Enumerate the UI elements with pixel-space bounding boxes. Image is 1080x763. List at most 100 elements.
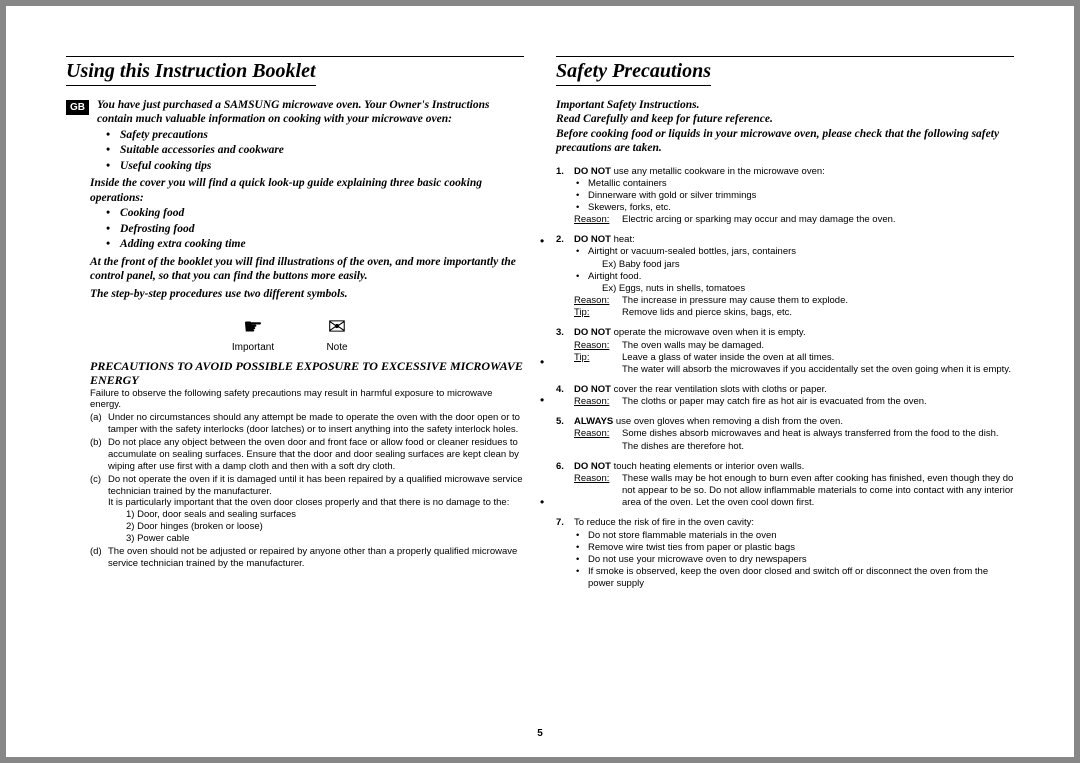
- item-text: The oven should not be adjusted or repai…: [108, 546, 524, 570]
- intro-bullets-2: Cooking food Defrosting food Adding extr…: [66, 206, 524, 253]
- sub-bullet: Dinnerware with gold or silver trimmings: [588, 190, 1014, 202]
- right-intro-1: Important Safety Instructions.: [556, 98, 1014, 112]
- item-head: touch heating elements or interior oven …: [611, 461, 804, 472]
- safety-item: 3. DO NOT operate the microwave oven whe…: [556, 327, 1014, 376]
- intro-para-3: At the front of the booklet you will fin…: [90, 255, 524, 284]
- intro-para-4: The step-by-step procedures use two diff…: [90, 287, 524, 301]
- item-text-extra: It is particularly important that the ov…: [108, 497, 509, 508]
- item-head: cover the rear ventilation slots with cl…: [611, 384, 827, 395]
- intro-para-2: Inside the cover you will find a quick l…: [90, 176, 524, 205]
- section-title-right: Safety Precautions: [556, 60, 711, 86]
- list-item: Useful cooking tips: [106, 159, 524, 175]
- section-bullet-icon: •: [540, 393, 544, 408]
- symbol-important: ☛ Important: [213, 316, 293, 353]
- keyword-donot: DO NOT: [574, 166, 611, 177]
- precautions-heading: PRECAUTIONS TO AVOID POSSIBLE EXPOSURE T…: [90, 359, 524, 388]
- item-text-main: Do not operate the oven if it is damaged…: [108, 474, 523, 497]
- reason-label: Reason:: [574, 473, 622, 509]
- keyword-donot: DO NOT: [574, 327, 611, 338]
- example-text: Ex) Baby food jars: [602, 259, 1014, 271]
- list-item: Cooking food: [106, 206, 524, 222]
- right-intro-3: Before cooking food or liquids in your m…: [556, 127, 1014, 156]
- sub-bullet: Remove wire twist ties from paper or pla…: [588, 542, 1014, 554]
- language-badge: GB: [66, 100, 89, 115]
- two-column-layout: Using this Instruction Booklet GB You ha…: [66, 56, 1014, 590]
- item-head: use oven gloves when removing a dish fro…: [613, 416, 843, 427]
- intro-bullets-1: Safety precautions Suitable accessories …: [66, 128, 524, 175]
- precautions-intro: Failure to observe the following safety …: [90, 388, 524, 412]
- reason-text: These walls may be hot enough to burn ev…: [622, 473, 1014, 509]
- sub-item: 2) Door hinges (broken or loose): [126, 521, 524, 533]
- safety-item: 5. ALWAYS use oven gloves when removing …: [556, 416, 1014, 452]
- tip-label: Tip:: [574, 352, 622, 376]
- list-item: (c) Do not operate the oven if it is dam…: [90, 474, 524, 545]
- list-item: Safety precautions: [106, 128, 524, 144]
- note-icon: ✉: [297, 316, 377, 338]
- reason-text: Some dishes absorb microwaves and heat i…: [622, 428, 1014, 452]
- safety-item: 1. DO NOT use any metallic cookware in t…: [556, 166, 1014, 227]
- safety-item: 4. DO NOT cover the rear ventilation slo…: [556, 384, 1014, 408]
- sub-bullet: Skewers, forks, etc.: [588, 202, 1014, 214]
- keyword-donot: DO NOT: [574, 234, 611, 245]
- list-item: Adding extra cooking time: [106, 237, 524, 253]
- rule-top: [66, 56, 524, 57]
- hand-point-icon: ☛: [213, 316, 293, 338]
- section-bullet-icon: •: [540, 495, 544, 510]
- sub-bullet: Do not use your microwave oven to dry ne…: [588, 554, 1014, 566]
- sub-item: 1) Door, door seals and sealing surfaces: [126, 509, 524, 521]
- list-item: Defrosting food: [106, 222, 524, 238]
- symbol-label: Note: [297, 342, 377, 353]
- sub-bullet: If smoke is observed, keep the oven door…: [588, 566, 1014, 590]
- keyword-donot: DO NOT: [574, 384, 611, 395]
- item-text: Do not operate the oven if it is damaged…: [108, 474, 524, 545]
- sub-bullet: Metallic containers: [588, 178, 1014, 190]
- symbol-label: Important: [213, 342, 293, 353]
- item-head: heat:: [611, 234, 635, 245]
- intro-text: You have just purchased a SAMSUNG microw…: [97, 98, 524, 127]
- safety-item: 7. To reduce the risk of fire in the ove…: [556, 517, 1014, 590]
- item-text: Do not place any object between the oven…: [108, 437, 524, 473]
- keyword-always: ALWAYS: [574, 416, 613, 427]
- sub-bullet: Airtight or vacuum-sealed bottles, jars,…: [588, 246, 1014, 270]
- section-bullet-icon: •: [540, 234, 544, 249]
- list-item: Suitable accessories and cookware: [106, 143, 524, 159]
- reason-label: Reason:: [574, 214, 622, 226]
- symbol-note: ✉ Note: [297, 316, 377, 353]
- precautions-list: (a)Under no circumstances should any att…: [90, 412, 524, 569]
- reason-text: The oven walls may be damaged.: [622, 340, 1014, 352]
- list-item: (a)Under no circumstances should any att…: [90, 412, 524, 436]
- symbol-legend: ☛ Important ✉ Note: [66, 316, 524, 353]
- tip-text: Remove lids and pierce skins, bags, etc.: [622, 307, 1014, 319]
- example-text: Ex) Eggs, nuts in shells, tomatoes: [602, 283, 1014, 295]
- safety-list: 1. DO NOT use any metallic cookware in t…: [556, 166, 1014, 591]
- reason-label: Reason:: [574, 428, 622, 452]
- item-head: To reduce the risk of fire in the oven c…: [574, 517, 754, 528]
- reason-text: The increase in pressure may cause them …: [622, 295, 1014, 307]
- keyword-donot: DO NOT: [574, 461, 611, 472]
- item-head: use any metallic cookware in the microwa…: [611, 166, 825, 177]
- section-bullet-icon: •: [540, 355, 544, 370]
- tip-text: Leave a glass of water inside the oven a…: [622, 352, 1014, 376]
- right-column: Safety Precautions Important Safety Inst…: [556, 56, 1014, 590]
- reason-label: Reason:: [574, 396, 622, 408]
- sub-bullet: Do not store flammable materials in the …: [588, 530, 1014, 542]
- manual-page: Using this Instruction Booklet GB You ha…: [6, 6, 1074, 757]
- intro-block: GB You have just purchased a SAMSUNG mic…: [66, 98, 524, 127]
- item-head: operate the microwave oven when it is em…: [611, 327, 806, 338]
- reason-label: Reason:: [574, 295, 622, 307]
- sub-bullet: Airtight food.Ex) Eggs, nuts in shells, …: [588, 271, 1014, 295]
- sub-item: 3) Power cable: [126, 533, 524, 545]
- reason-text: Electric arcing or sparking may occur an…: [622, 214, 1014, 226]
- safety-item: 6. DO NOT touch heating elements or inte…: [556, 461, 1014, 510]
- left-column: Using this Instruction Booklet GB You ha…: [66, 56, 524, 590]
- rule-top: [556, 56, 1014, 57]
- item-text: Under no circumstances should any attemp…: [108, 412, 524, 436]
- right-intro-2: Read Carefully and keep for future refer…: [556, 112, 1014, 126]
- section-title-left: Using this Instruction Booklet: [66, 60, 316, 86]
- reason-text: The cloths or paper may catch fire as ho…: [622, 396, 1014, 408]
- list-item: (d)The oven should not be adjusted or re…: [90, 546, 524, 570]
- reason-label: Reason:: [574, 340, 622, 352]
- safety-item: 2. DO NOT heat: Airtight or vacuum-seale…: [556, 234, 1014, 319]
- tip-label: Tip:: [574, 307, 622, 319]
- page-number: 5: [537, 728, 543, 739]
